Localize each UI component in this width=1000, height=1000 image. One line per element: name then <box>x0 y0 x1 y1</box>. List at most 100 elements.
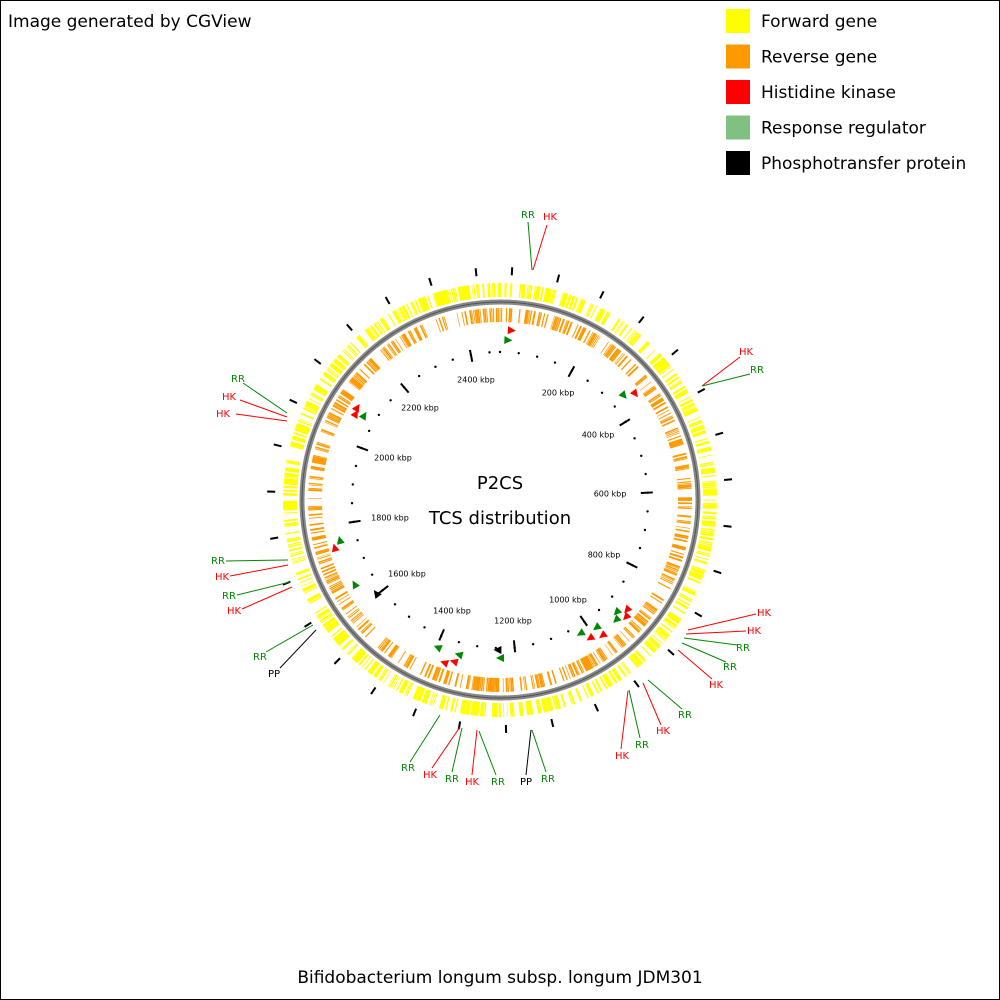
forward-gene <box>698 454 713 459</box>
reverse-gene <box>587 654 595 668</box>
forward-gene <box>560 693 567 708</box>
forward-gene <box>422 296 431 311</box>
reverse-gene <box>330 407 344 416</box>
reverse-gene <box>443 316 449 330</box>
leader-line <box>620 690 629 750</box>
forward-gene <box>586 303 595 318</box>
reverse-gene <box>351 377 364 388</box>
reverse-gene <box>635 613 648 624</box>
forward-gene <box>544 288 550 303</box>
forward-gene <box>394 309 403 323</box>
scale-dot <box>451 358 455 361</box>
reverse-gene <box>316 441 331 447</box>
protein-marker <box>350 410 359 419</box>
forward-gene <box>375 322 384 334</box>
reverse-gene <box>419 324 427 339</box>
forward-gene <box>640 645 652 657</box>
reverse-gene <box>309 475 324 480</box>
reverse-gene <box>368 359 380 371</box>
forward-gene <box>307 592 321 602</box>
forward-gene <box>319 377 333 388</box>
reverse-gene <box>634 374 647 386</box>
reverse-gene <box>334 590 348 600</box>
leader-line <box>279 629 317 669</box>
protein-marker <box>586 632 596 641</box>
outer-tick <box>346 323 353 332</box>
reverse-gene <box>573 661 580 675</box>
reverse-gene <box>546 671 553 686</box>
reverse-gene <box>380 349 390 362</box>
reverse-gene <box>536 674 541 688</box>
scale-dot <box>638 546 642 550</box>
reverse-gene <box>390 341 400 354</box>
reverse-gene <box>628 621 640 633</box>
forward-gene <box>417 298 426 313</box>
reverse-gene <box>624 626 635 638</box>
reverse-gene <box>447 671 454 686</box>
reverse-gene <box>400 335 409 348</box>
forward-gene <box>306 400 320 409</box>
forward-gene <box>696 550 711 555</box>
reverse-gene <box>600 341 610 354</box>
scale-label: 2200 kbp <box>401 404 439 413</box>
forward-gene <box>689 570 704 577</box>
reverse-gene <box>530 675 534 690</box>
reverse-gene <box>561 666 568 681</box>
reverse-gene <box>636 612 649 623</box>
reverse-gene <box>669 439 683 446</box>
forward-gene <box>379 318 389 332</box>
forward-gene <box>625 329 636 342</box>
scale-dot <box>354 464 358 468</box>
forward-gene <box>323 371 337 382</box>
forward-gene <box>283 489 298 492</box>
forward-gene <box>329 363 342 375</box>
reverse-gene <box>565 321 573 336</box>
forward-gene <box>298 418 312 425</box>
reverse-gene <box>604 344 614 357</box>
reverse-gene <box>337 396 351 405</box>
leader-line <box>229 564 289 577</box>
gene-tracks <box>282 283 717 717</box>
reverse-gene <box>389 645 399 658</box>
center-title: P2CS <box>477 473 523 494</box>
forward-gene <box>465 285 470 300</box>
reverse-gene <box>359 368 371 380</box>
protein-marker <box>493 646 502 655</box>
forward-gene <box>666 613 680 624</box>
reverse-gene <box>666 430 680 437</box>
reverse-gene <box>664 566 679 573</box>
forward-gene <box>482 702 485 717</box>
reverse-gene <box>665 564 679 572</box>
forward-gene <box>472 701 477 716</box>
reverse-gene <box>472 676 477 691</box>
reverse-gene <box>318 557 332 564</box>
reverse-gene <box>325 573 339 580</box>
reverse-gene <box>308 484 323 487</box>
protein-marker <box>613 614 622 623</box>
protein-marker <box>613 606 623 616</box>
forward-gene <box>283 481 298 486</box>
reverse-gene <box>522 676 526 691</box>
outer-tick <box>633 680 640 688</box>
reverse-gene <box>650 397 664 407</box>
scale-dot <box>457 640 461 644</box>
forward-gene <box>289 550 304 555</box>
scale-dot <box>622 580 625 583</box>
reverse-gene <box>338 596 351 605</box>
reverse-gene <box>552 316 559 331</box>
reverse-gene <box>324 571 338 579</box>
forward-gene <box>643 641 656 654</box>
reverse-gene <box>312 457 327 463</box>
feature-label: HK <box>656 726 671 737</box>
forward-gene <box>350 342 361 354</box>
forward-gene <box>466 700 472 715</box>
forward-gene <box>611 318 621 332</box>
forward-gene <box>701 470 716 475</box>
leader-line <box>683 637 738 646</box>
forward-gene <box>578 299 586 314</box>
reverse-gene <box>456 312 461 327</box>
protein-marker <box>454 651 464 660</box>
forward-gene <box>314 385 328 395</box>
reverse-gene <box>387 343 398 356</box>
scale-tick <box>356 445 369 452</box>
